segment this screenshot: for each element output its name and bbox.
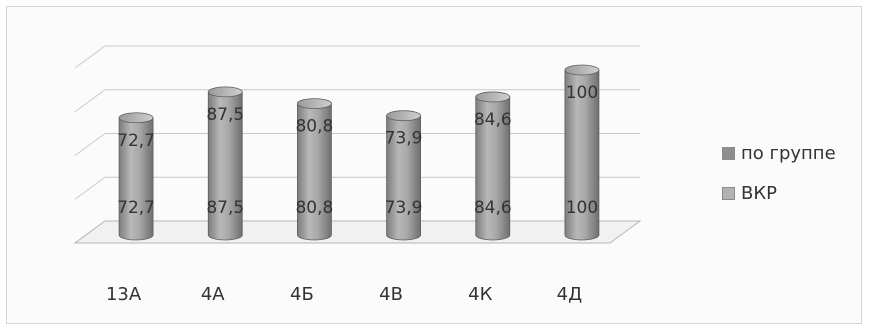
bar-top-3 [386,110,421,122]
bar-3 [386,115,421,241]
data-label-series2-3: 73,9 [385,198,423,218]
data-label-series2-5: 100 [566,198,598,218]
data-label-series1-2: 80,8 [295,117,333,137]
gridline-depth-4 [74,45,106,69]
legend-label-series-1: по группе [741,142,836,164]
gridline-depth-1 [74,176,106,200]
data-label-series1-1: 87,5 [206,105,244,125]
data-label-series2-1: 87,5 [206,198,244,218]
bar-5 [564,69,600,241]
data-label-series2-4: 84,6 [474,198,512,218]
x-tick-label-0: 13А [106,284,142,305]
legend-swatch-series-2 [722,186,735,200]
bar-top-4 [475,91,511,103]
data-label-series2-0: 72,7 [117,198,155,218]
bar-2 [297,103,332,241]
legend-item-series-2: ВКР [722,180,836,206]
bar-top-2 [297,98,332,109]
bar-0 [118,117,154,241]
x-tick-label-5: 4Д [557,284,583,305]
data-label-series2-2: 80,8 [295,198,333,218]
gridline-depth-2 [74,133,106,156]
x-tick-label-4: 4К [468,284,492,305]
bar-4 [475,96,511,241]
legend-label-series-2: ВКР [741,182,777,204]
gridline-depth-3 [74,89,106,113]
x-tick-label-2: 4Б [290,284,314,305]
x-tick-label-3: 4В [379,284,403,305]
legend: по группе ВКР [722,140,836,220]
x-tick-label-1: 4А [201,284,225,305]
legend-item-series-1: по группе [722,140,836,166]
data-label-series1-3: 73,9 [385,129,423,149]
legend-swatch-series-1 [722,146,735,160]
data-label-series1-0: 72,7 [117,131,155,151]
bar-top-1 [207,86,243,98]
bar-top-0 [118,112,154,124]
bar-1 [207,91,243,241]
bar-top-5 [564,64,600,76]
data-label-series1-4: 84,6 [474,110,512,130]
chart-floor [73,220,642,244]
data-label-series1-5: 100 [566,83,598,103]
